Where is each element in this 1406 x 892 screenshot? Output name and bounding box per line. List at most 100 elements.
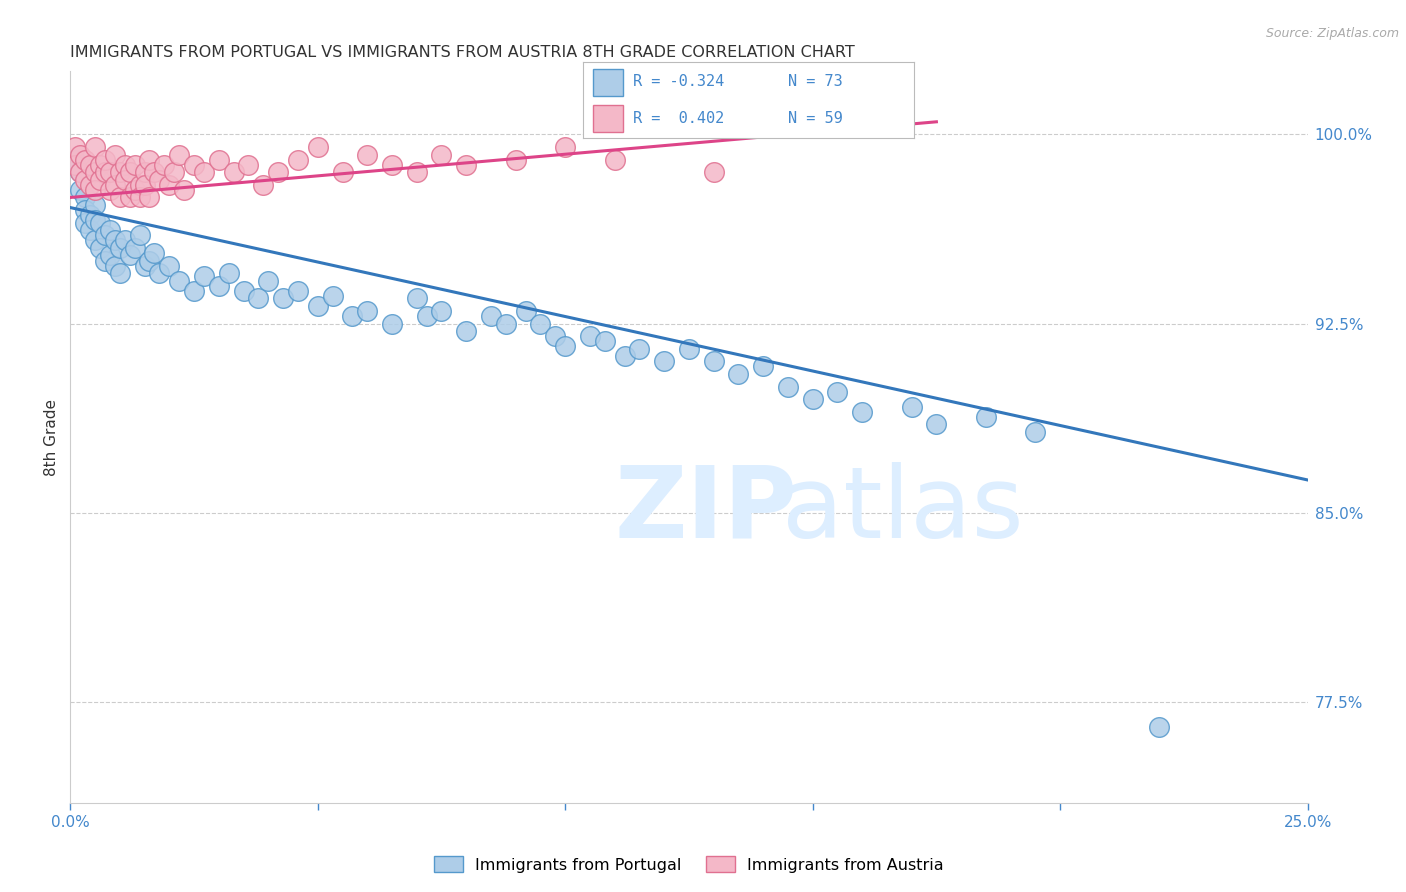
Point bbox=[167, 274, 190, 288]
Point bbox=[157, 178, 180, 192]
Point bbox=[801, 392, 824, 407]
Point bbox=[124, 183, 146, 197]
Point bbox=[727, 367, 749, 381]
Point bbox=[322, 289, 344, 303]
Point bbox=[134, 178, 156, 192]
Point bbox=[84, 140, 107, 154]
Point bbox=[183, 158, 205, 172]
Point bbox=[143, 246, 166, 260]
Point bbox=[104, 147, 127, 161]
Point bbox=[415, 309, 437, 323]
Point bbox=[84, 213, 107, 227]
Text: N = 73: N = 73 bbox=[789, 74, 844, 89]
Point bbox=[652, 354, 675, 368]
Point bbox=[232, 284, 254, 298]
Point bbox=[332, 165, 354, 179]
Point bbox=[515, 304, 537, 318]
Point bbox=[183, 284, 205, 298]
FancyBboxPatch shape bbox=[593, 105, 623, 132]
Point bbox=[65, 153, 87, 167]
Point bbox=[381, 317, 404, 331]
Point bbox=[430, 304, 453, 318]
Point bbox=[173, 183, 195, 197]
FancyBboxPatch shape bbox=[593, 69, 623, 95]
Point bbox=[108, 190, 131, 204]
Point bbox=[143, 165, 166, 179]
Point bbox=[98, 248, 121, 262]
Point bbox=[252, 178, 274, 192]
Point bbox=[405, 291, 427, 305]
Point bbox=[114, 158, 136, 172]
Point bbox=[257, 274, 280, 288]
Point bbox=[208, 278, 231, 293]
Point bbox=[75, 216, 97, 230]
Text: atlas: atlas bbox=[782, 462, 1024, 558]
Point bbox=[974, 409, 997, 424]
Point bbox=[124, 241, 146, 255]
Point bbox=[65, 158, 87, 172]
Point bbox=[114, 173, 136, 187]
Point bbox=[89, 241, 111, 255]
Point bbox=[128, 178, 150, 192]
Point bbox=[307, 140, 329, 154]
Point bbox=[222, 165, 245, 179]
Point bbox=[405, 165, 427, 179]
Text: ZIP: ZIP bbox=[614, 462, 797, 558]
Point bbox=[108, 241, 131, 255]
Point bbox=[752, 359, 775, 374]
Point bbox=[104, 259, 127, 273]
Point bbox=[603, 153, 626, 167]
Point bbox=[148, 173, 170, 187]
Point bbox=[827, 384, 849, 399]
Point bbox=[94, 153, 117, 167]
Point bbox=[134, 259, 156, 273]
Point bbox=[193, 165, 215, 179]
Point bbox=[79, 208, 101, 222]
Point bbox=[678, 342, 700, 356]
Point bbox=[193, 268, 215, 283]
Point bbox=[84, 198, 107, 212]
Point bbox=[84, 183, 107, 197]
Point bbox=[65, 140, 87, 154]
Point bbox=[703, 354, 725, 368]
Point bbox=[456, 158, 478, 172]
Point bbox=[529, 317, 551, 331]
Point bbox=[238, 158, 260, 172]
Point bbox=[208, 153, 231, 167]
Point bbox=[94, 253, 117, 268]
Point bbox=[613, 350, 636, 364]
Point bbox=[94, 165, 117, 179]
Point bbox=[69, 183, 91, 197]
Point bbox=[104, 178, 127, 192]
Text: IMMIGRANTS FROM PORTUGAL VS IMMIGRANTS FROM AUSTRIA 8TH GRADE CORRELATION CHART: IMMIGRANTS FROM PORTUGAL VS IMMIGRANTS F… bbox=[70, 45, 855, 61]
Point bbox=[89, 216, 111, 230]
Point bbox=[118, 165, 141, 179]
Point bbox=[75, 173, 97, 187]
Point bbox=[89, 173, 111, 187]
Text: R = -0.324: R = -0.324 bbox=[633, 74, 724, 89]
Legend: Immigrants from Portugal, Immigrants from Austria: Immigrants from Portugal, Immigrants fro… bbox=[427, 849, 950, 879]
Point bbox=[79, 158, 101, 172]
Point bbox=[342, 309, 364, 323]
Point bbox=[579, 329, 602, 343]
Point bbox=[79, 178, 101, 192]
Point bbox=[287, 153, 309, 167]
Point bbox=[84, 233, 107, 247]
Point bbox=[79, 223, 101, 237]
Point bbox=[118, 248, 141, 262]
Point bbox=[307, 299, 329, 313]
Point bbox=[703, 165, 725, 179]
Point bbox=[430, 147, 453, 161]
Point bbox=[118, 190, 141, 204]
Point bbox=[554, 339, 576, 353]
Point bbox=[851, 405, 873, 419]
Point bbox=[163, 165, 186, 179]
Point bbox=[148, 266, 170, 280]
Point bbox=[108, 165, 131, 179]
Point bbox=[128, 190, 150, 204]
Point bbox=[628, 342, 651, 356]
Point bbox=[98, 165, 121, 179]
Point bbox=[356, 304, 378, 318]
Point bbox=[479, 309, 502, 323]
Point bbox=[75, 190, 97, 204]
